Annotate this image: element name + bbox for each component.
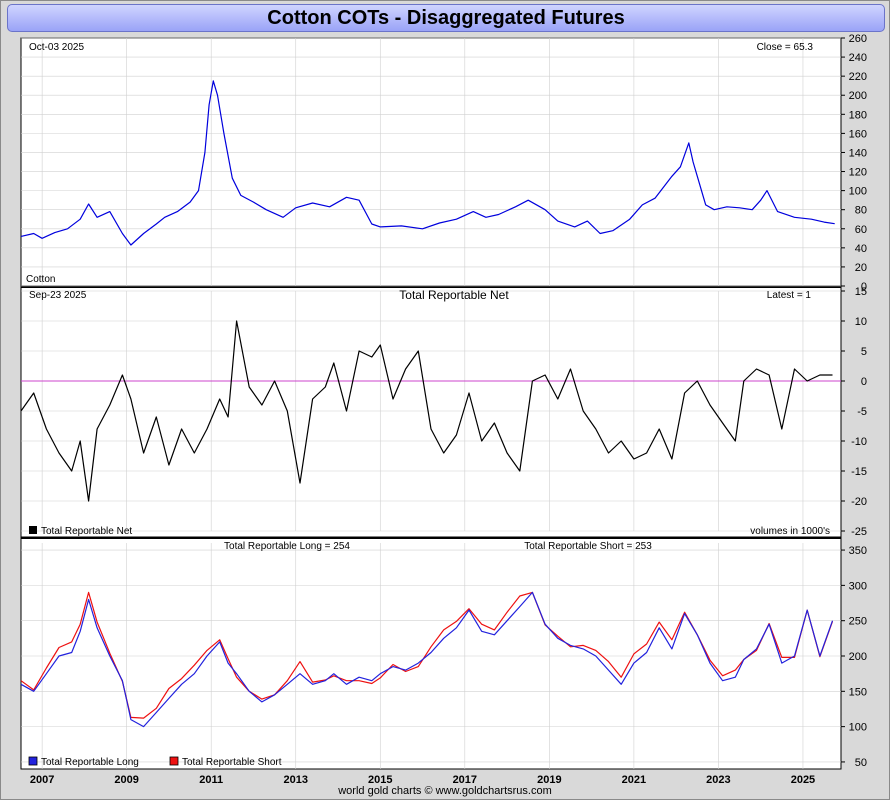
y-tick-label: 220 xyxy=(849,71,867,83)
y-tick-label: -10 xyxy=(851,436,867,448)
x-tick-label: 2015 xyxy=(368,774,392,786)
x-tick-label: 2025 xyxy=(791,774,815,786)
y-tick-label: -5 xyxy=(857,406,867,418)
y-tick-label: 60 xyxy=(855,224,867,236)
y-tick-label: -25 xyxy=(851,526,867,538)
long-readout: Total Reportable Long = 254 xyxy=(224,541,350,552)
long-legend-swatch xyxy=(28,756,38,766)
title-bar: Cotton COTs - Disaggregated Futures xyxy=(7,4,885,32)
y-tick-label: 40 xyxy=(855,243,867,255)
y-tick-label: 300 xyxy=(849,580,867,592)
y-tick-label: 15 xyxy=(855,286,867,298)
page-title: Cotton COTs - Disaggregated Futures xyxy=(267,7,625,29)
price-close-readout: Close = 65.3 xyxy=(757,42,814,53)
y-tick-label: 50 xyxy=(855,757,867,769)
x-tick-label: 2013 xyxy=(284,774,308,786)
price-date-label: Oct-03 2025 xyxy=(29,42,84,53)
y-tick-label: 140 xyxy=(849,147,867,159)
y-tick-label: -15 xyxy=(851,466,867,478)
x-tick-label: 2017 xyxy=(453,774,477,786)
x-tick-label: 2011 xyxy=(199,774,223,786)
net-date-label: Sep-23 2025 xyxy=(29,290,87,301)
net-legend-label: Total Reportable Net xyxy=(41,526,132,537)
y-tick-label: 0 xyxy=(861,376,867,388)
y-tick-label: 100 xyxy=(849,722,867,734)
net-line xyxy=(20,320,833,502)
y-tick-label: 0 xyxy=(861,281,867,293)
x-tick-label: 2007 xyxy=(30,774,54,786)
y-tick-label: 240 xyxy=(849,52,867,64)
y-tick-label: 250 xyxy=(849,616,867,628)
y-tick-label: 350 xyxy=(849,545,867,557)
x-tick-label: 2009 xyxy=(114,774,138,786)
price-panel xyxy=(20,37,842,287)
y-tick-label: 260 xyxy=(849,33,867,45)
x-tick-label: 2021 xyxy=(622,774,646,786)
y-tick-label: 150 xyxy=(849,686,867,698)
price-line xyxy=(20,80,835,246)
price-series-label: Cotton xyxy=(26,274,55,285)
y-tick-label: 10 xyxy=(855,316,867,328)
x-tick-label: 2019 xyxy=(537,774,561,786)
long-legend-label: Total Reportable Long xyxy=(41,757,139,768)
x-tick-label: 2023 xyxy=(706,774,730,786)
net-legend-swatch xyxy=(29,526,37,534)
y-tick-label: 180 xyxy=(849,109,867,121)
y-tick-label: 80 xyxy=(855,205,867,217)
y-tick-label: 20 xyxy=(855,262,867,274)
net-units-note: volumes in 1000's xyxy=(750,526,830,537)
y-tick-label: 5 xyxy=(861,346,867,358)
y-tick-label: 160 xyxy=(849,128,867,140)
long-line xyxy=(20,591,834,728)
long-short-panel xyxy=(20,537,842,770)
net-title: Total Reportable Net xyxy=(399,288,509,302)
y-tick-label: 100 xyxy=(849,186,867,198)
short-legend-swatch xyxy=(169,756,179,766)
y-tick-label: 200 xyxy=(849,651,867,663)
y-tick-label: 200 xyxy=(849,90,867,102)
footer-credit: world gold charts © www.goldchartsrus.co… xyxy=(338,785,552,797)
net-latest-readout: Latest = 1 xyxy=(767,290,812,301)
y-tick-label: -20 xyxy=(851,496,867,508)
y-tick-label: 120 xyxy=(849,167,867,179)
short-legend-label: Total Reportable Short xyxy=(182,757,282,768)
net-panel xyxy=(20,286,842,538)
short-readout: Total Reportable Short = 253 xyxy=(524,541,652,552)
